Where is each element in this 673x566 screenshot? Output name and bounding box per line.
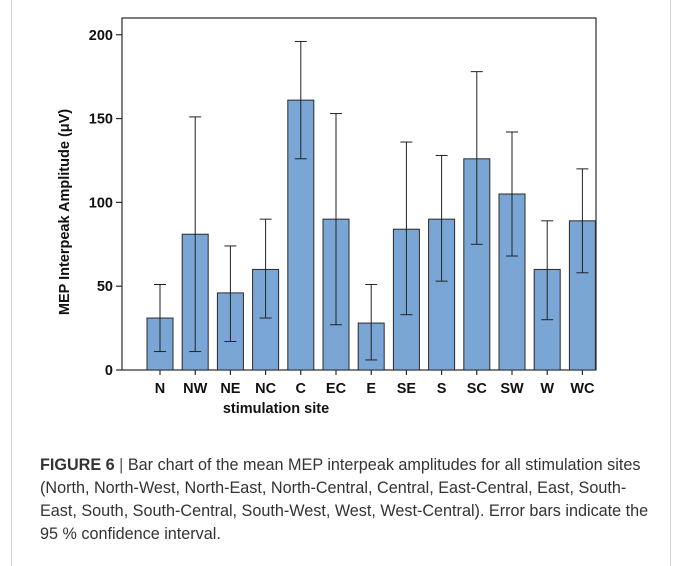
x-tick-label-n: N bbox=[155, 381, 165, 397]
y-tick-label: 100 bbox=[89, 195, 113, 211]
x-tick-label-ne: NE bbox=[220, 381, 240, 397]
x-tick-label-ec: EC bbox=[326, 381, 347, 397]
x-tick-label-w: W bbox=[540, 381, 554, 397]
caption-label: FIGURE 6 bbox=[40, 456, 115, 474]
x-tick-label-s: S bbox=[437, 381, 447, 397]
caption-separator: | bbox=[119, 456, 124, 474]
x-tick-label-wc: WC bbox=[570, 381, 595, 397]
x-axis-label: stimulation site bbox=[223, 401, 329, 417]
plot-area: 0 50 100 150 200 N NW NE NC C EC E SE S SC SW W WC bbox=[89, 17, 597, 397]
y-tick-label: 150 bbox=[89, 112, 113, 128]
x-tick-label-sw: SW bbox=[500, 381, 524, 397]
y-tick-label: 0 bbox=[105, 363, 113, 379]
figure-frame bbox=[11, 0, 671, 566]
x-tick-label-sc: SC bbox=[467, 381, 488, 397]
x-tick-label-e: E bbox=[366, 381, 376, 397]
figure-caption: FIGURE 6 | Bar chart of the mean MEP int… bbox=[40, 454, 660, 546]
bar-chart: 0 50 100 150 200 N NW NE NC C EC E SE S SC SW W WC MEP In… bbox=[57, 17, 597, 417]
x-tick-label-c: C bbox=[296, 381, 307, 397]
y-tick-label: 200 bbox=[89, 28, 113, 44]
x-tick-label-nw: NW bbox=[183, 381, 207, 397]
caption-text: Bar chart of the mean MEP interpeak ampl… bbox=[40, 456, 649, 543]
x-tick-label-nc: NC bbox=[255, 381, 276, 397]
y-axis-label: MEP Interpeak Amplitude (μV) bbox=[57, 109, 73, 315]
x-tick-label-se: SE bbox=[397, 381, 417, 397]
y-tick-label: 50 bbox=[97, 279, 113, 295]
